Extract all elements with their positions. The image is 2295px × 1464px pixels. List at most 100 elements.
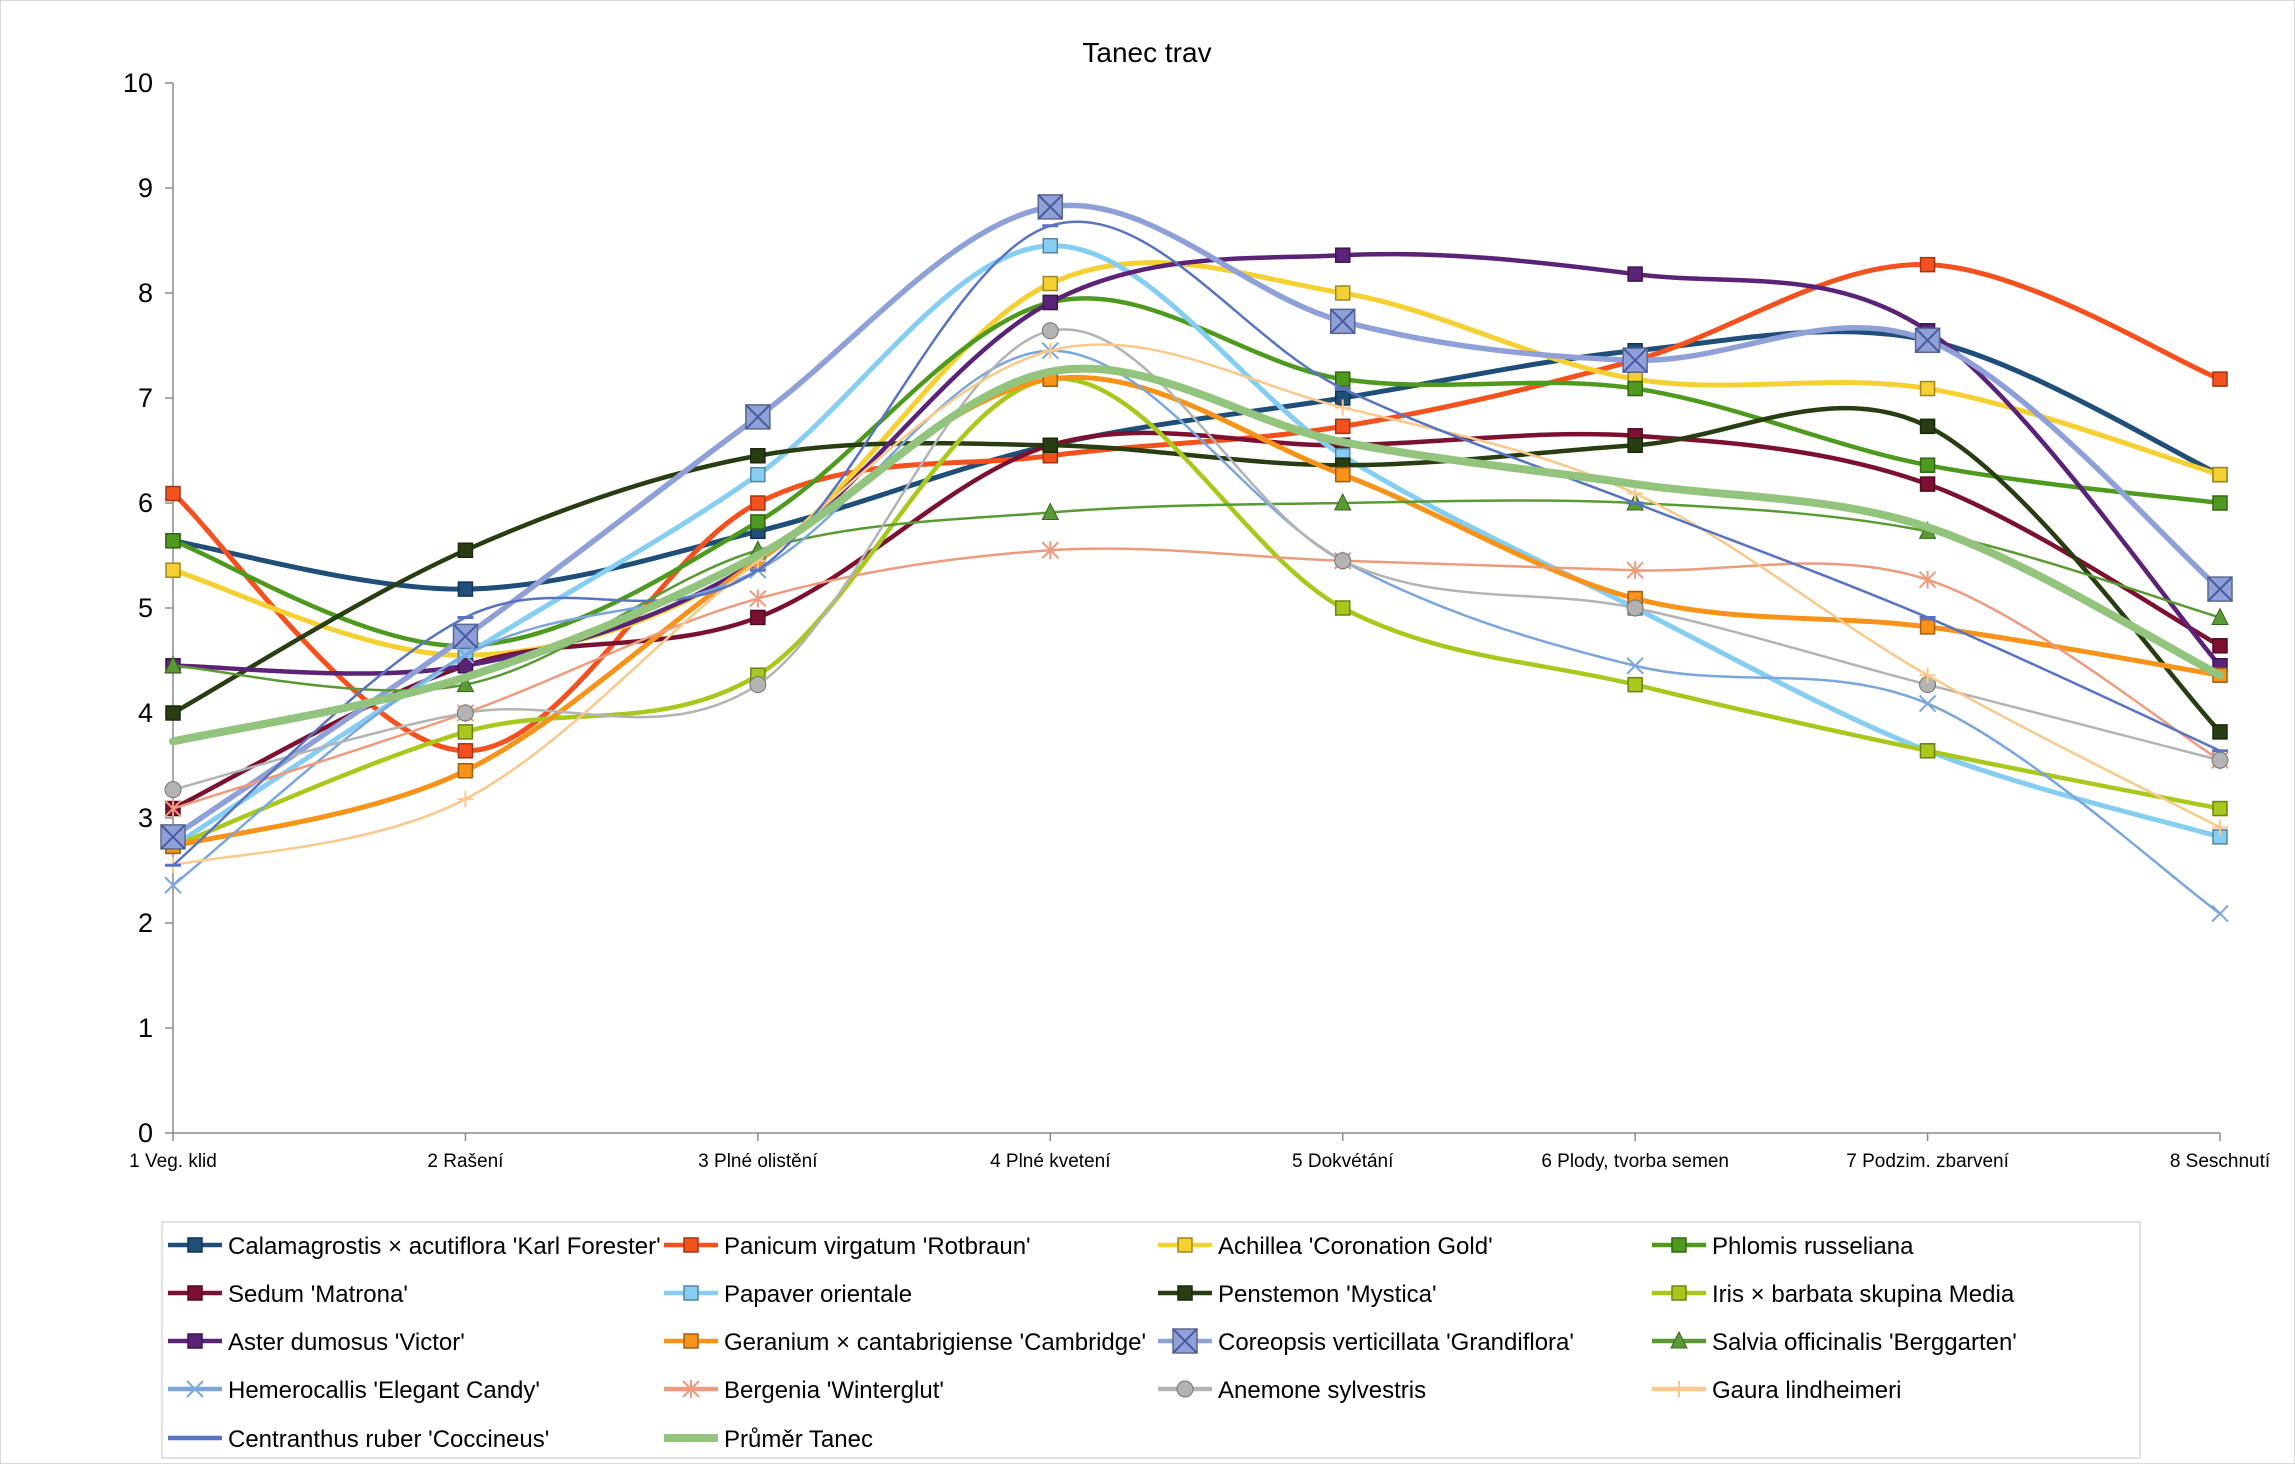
y-tick-label: 1 [138, 1013, 153, 1043]
series-line [171, 547, 2222, 810]
series-line [171, 220, 2222, 867]
y-tick-label: 6 [138, 488, 153, 518]
legend-label: Coreopsis verticillata 'Grandiflora' [1218, 1329, 1574, 1356]
legend-item: Panicum virgatum 'Rotbraun' [664, 1233, 1031, 1260]
data-point [452, 623, 479, 650]
legend-label: Panicum virgatum 'Rotbraun' [724, 1233, 1031, 1260]
data-point [1329, 308, 1356, 335]
data-point [1627, 437, 1643, 453]
y-tick-label: 7 [138, 383, 153, 413]
data-point [457, 763, 474, 779]
legend-marker [1671, 1285, 1687, 1301]
y-tick-label: 8 [138, 278, 153, 308]
data-point [1919, 667, 1936, 684]
data-point [457, 658, 474, 674]
legend-item: Bergenia 'Winterglut' [664, 1377, 944, 1404]
legend-item: Calamagrostis × acutiflora 'Karl Foreste… [168, 1233, 661, 1260]
data-point [1626, 561, 1644, 580]
legend-marker [187, 1285, 203, 1301]
data-point [1334, 371, 1351, 387]
y-tick-label: 10 [123, 68, 153, 98]
data-point [1627, 485, 1644, 502]
legend-label: Anemone sylvestris [1218, 1377, 1426, 1404]
legend-label: Bergenia 'Winterglut' [724, 1377, 944, 1404]
legend-label: Calamagrostis × acutiflora 'Karl Foreste… [228, 1233, 661, 1260]
data-point [1627, 380, 1643, 397]
data-point [750, 609, 766, 626]
data-point [165, 485, 181, 502]
series-4 [165, 428, 2228, 817]
legend-label: Achillea 'Coronation Gold' [1218, 1233, 1493, 1260]
legend-item: Anemone sylvestris [1158, 1377, 1426, 1404]
series-line [169, 364, 2224, 746]
y-tick-label: 9 [138, 173, 153, 203]
data-point [1918, 694, 1937, 713]
legend-marker [1176, 1380, 1194, 1398]
y-tick-label: 0 [138, 1118, 153, 1148]
data-point [1627, 266, 1643, 282]
data-point [165, 705, 181, 721]
data-point [2212, 819, 2228, 836]
legend-item: Coreopsis verticillata 'Grandiflora' [1158, 1328, 1574, 1356]
y-tick-label: 4 [138, 698, 153, 728]
data-point [2212, 724, 2228, 740]
data-point [1037, 194, 1064, 220]
legend-marker [1172, 1328, 1198, 1354]
legend-item: Centranthus ruber 'Coccineus' [168, 1426, 549, 1453]
legend-marker [1177, 1285, 1193, 1301]
legend-label: Sedum 'Matrona' [228, 1281, 408, 1308]
data-point [749, 589, 767, 608]
legend-label: Papaver orientale [724, 1281, 912, 1308]
x-tick-label: 2 Rašení [427, 1151, 504, 1172]
x-tick-label: 6 Plody, tvorba semen [1541, 1151, 1729, 1172]
data-point [1914, 327, 1941, 353]
legend-item: Salvia officinalis 'Berggarten' [1652, 1329, 2017, 1356]
data-point [1334, 285, 1351, 301]
legend-marker [683, 1333, 699, 1349]
data-point [164, 799, 182, 818]
data-point [1919, 418, 1936, 435]
series-lines [160, 194, 2233, 923]
data-point [2212, 638, 2228, 654]
legend-item: Gaura lindheimeri [1652, 1377, 1901, 1404]
data-point [457, 542, 474, 558]
data-point [164, 655, 182, 674]
data-point [164, 876, 182, 894]
legend-label: Iris × barbata skupina Media [1712, 1281, 2015, 1308]
series-17 [169, 364, 2224, 746]
y-tick-label: 2 [138, 908, 153, 938]
data-point [2211, 904, 2229, 923]
chart-title: Tanec trav [1082, 37, 1211, 68]
data-point [456, 704, 474, 722]
data-point [1041, 322, 1059, 340]
data-point [1919, 619, 1936, 635]
data-point [1334, 552, 1352, 570]
data-point [750, 448, 766, 464]
data-point [1042, 275, 1059, 292]
data-point [160, 824, 186, 850]
legend-label: Gaura lindheimeri [1712, 1377, 1901, 1404]
legend-label: Hemerocallis 'Elegant Candy' [228, 1377, 540, 1404]
data-point [457, 581, 474, 597]
legend-item: Aster dumosus 'Victor' [168, 1329, 465, 1356]
series-line [170, 376, 2223, 849]
data-point [745, 404, 771, 430]
data-point [1041, 502, 1060, 520]
data-point [2211, 751, 2229, 769]
series-line [171, 328, 2222, 791]
series-16 [165, 220, 2228, 867]
data-point [1919, 476, 1936, 492]
data-point [1622, 347, 1648, 373]
data-point [1334, 600, 1351, 616]
legend-marker [187, 1237, 203, 1253]
legend-item: Iris × barbata skupina Media [1652, 1281, 2015, 1308]
legend-item: Sedum 'Matrona' [168, 1281, 408, 1308]
legend-marker [1670, 1330, 1688, 1349]
data-point [750, 466, 766, 483]
series-line [170, 296, 2223, 649]
y-tick-label: 3 [138, 803, 153, 833]
series-8 [165, 247, 2228, 676]
data-point [1626, 657, 1644, 675]
legend-item: Papaver orientale [664, 1281, 912, 1308]
